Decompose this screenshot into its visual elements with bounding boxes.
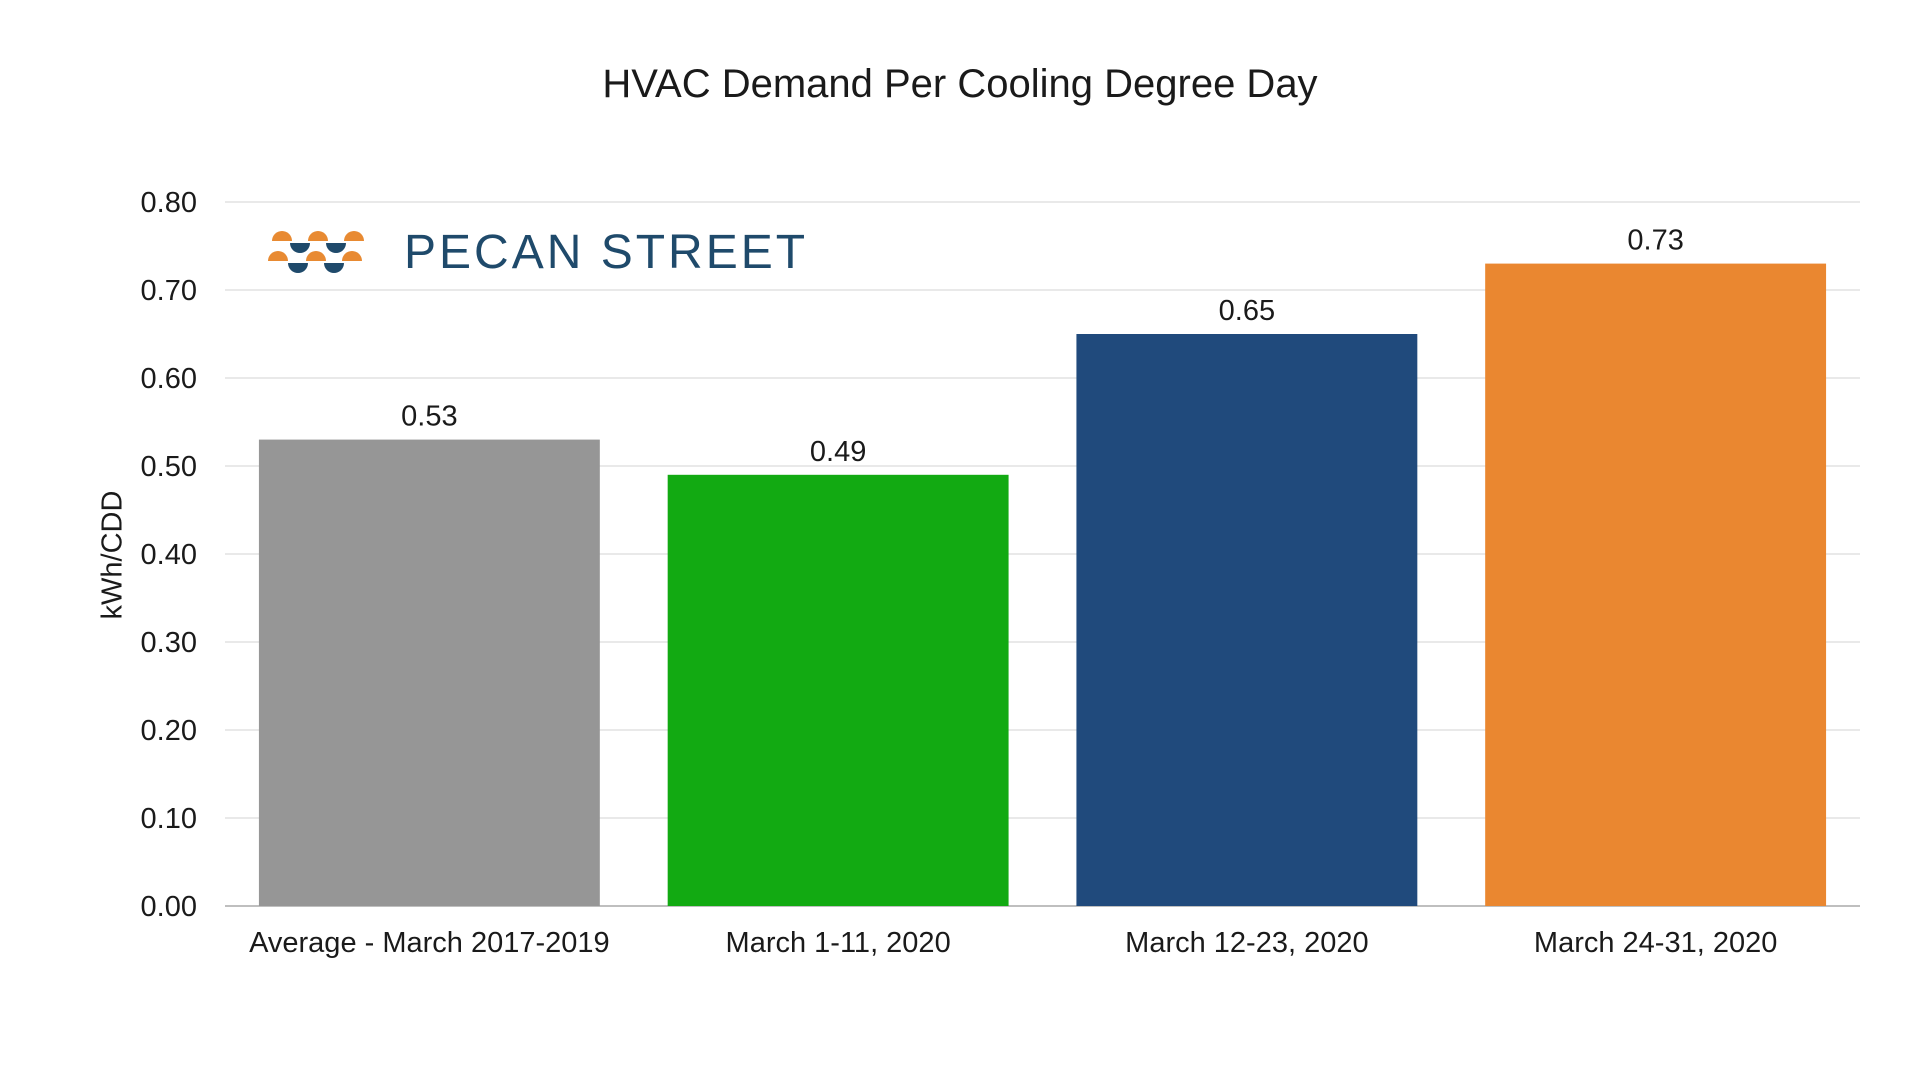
y-tick-label: 0.80	[141, 187, 197, 219]
bar	[1485, 263, 1827, 907]
chart-title: HVAC Demand Per Cooling Degree Day	[602, 62, 1318, 106]
bar	[258, 439, 600, 906]
y-tick-labels: 0.00 0.10 0.20 0.30 0.40 0.50 0.60 0.70 0.80	[141, 187, 197, 923]
x-tick-label: March 12-23, 2020	[1125, 927, 1368, 959]
category-labels: Average - March 2017-2019 March 1-11, 202…	[249, 927, 1777, 959]
bar	[1076, 334, 1418, 906]
pecan-street-logo-icon	[268, 231, 364, 273]
y-tick-label: 0.20	[141, 715, 197, 747]
logo: PECAN STREET	[268, 222, 808, 282]
y-tick-label: 0.10	[141, 803, 197, 835]
data-label: 0.73	[1627, 225, 1683, 257]
logo-text: PECAN STREET	[404, 225, 809, 279]
x-tick-label: March 1-11, 2020	[726, 927, 951, 959]
y-tick-label: 0.50	[141, 451, 197, 483]
y-tick-label: 0.40	[141, 539, 197, 571]
x-tick-label: March 24-31, 2020	[1534, 927, 1777, 959]
y-tick-label: 0.30	[141, 627, 197, 659]
y-tick-label: 0.70	[141, 275, 197, 307]
data-label: 0.49	[810, 436, 866, 468]
bars	[258, 263, 1827, 907]
y-tick-label: 0.00	[141, 891, 197, 923]
y-tick-label: 0.60	[141, 363, 197, 395]
data-label: 0.65	[1219, 295, 1275, 327]
data-labels: 0.53 0.49 0.65 0.73	[401, 225, 1684, 468]
data-label: 0.53	[401, 401, 457, 433]
bar	[667, 474, 1009, 906]
x-tick-label: Average - March 2017-2019	[249, 927, 610, 959]
